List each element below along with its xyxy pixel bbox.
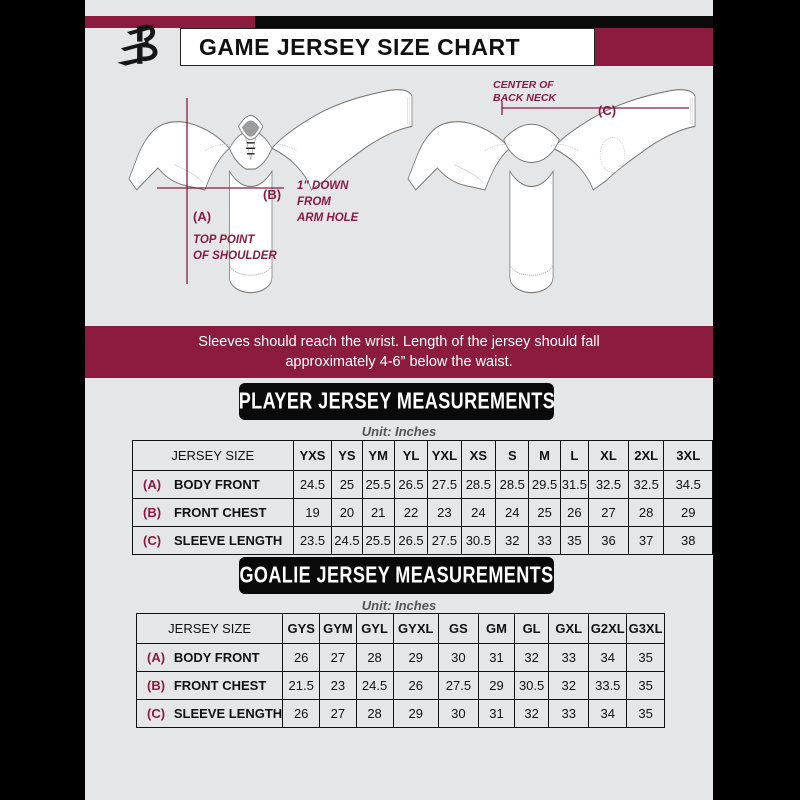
svg-text:TOP POINT: TOP POINT <box>193 234 255 246</box>
svg-text:OF SHOULDER: OF SHOULDER <box>193 250 277 262</box>
svg-text:(A): (A) <box>193 209 211 224</box>
svg-text:FROM: FROM <box>297 196 331 208</box>
svg-text:1" DOWN: 1" DOWN <box>297 180 349 192</box>
svg-text:ARM HOLE: ARM HOLE <box>296 212 359 224</box>
svg-text:(C): (C) <box>598 103 616 118</box>
svg-text:(B): (B) <box>263 187 281 202</box>
